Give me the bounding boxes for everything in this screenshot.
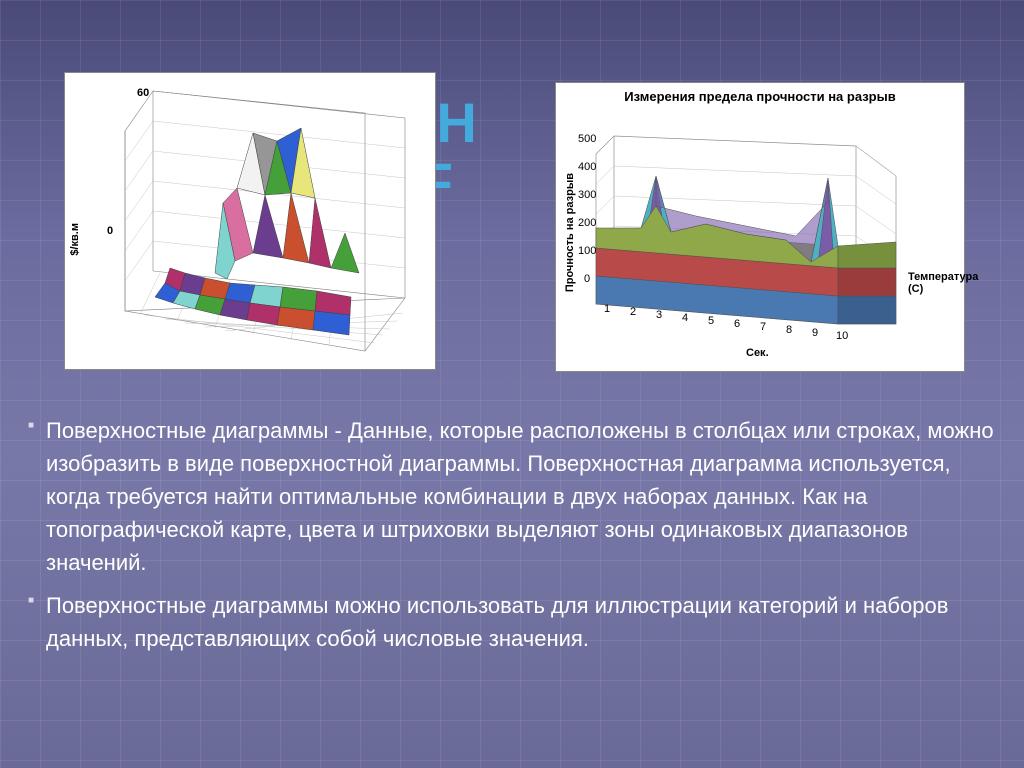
right-ytick-400: 400 <box>578 161 596 173</box>
surface-chart-left: $/кв.м 60 0 <box>64 72 436 370</box>
body-text: Поверхностные диаграммы - Данные, которы… <box>28 414 996 665</box>
right-xcat-7: 7 <box>760 321 766 333</box>
right-ytick-0: 0 <box>584 273 590 285</box>
right-xcat-2: 2 <box>630 306 636 318</box>
right-xcat-1: 1 <box>604 303 610 315</box>
right-ytick-500: 500 <box>578 133 596 145</box>
right-ytick-300: 300 <box>578 189 596 201</box>
right-chart-y-label: Прочность на разрыв <box>564 173 576 292</box>
right-ytick-200: 200 <box>578 217 596 229</box>
left-chart-svg <box>65 73 437 371</box>
paragraph-1: Поверхностные диаграммы - Данные, которы… <box>28 414 996 579</box>
paragraph-2: Поверхностные диаграммы можно использова… <box>28 589 996 655</box>
left-chart-ytick-0: 0 <box>107 225 113 237</box>
right-xcat-8: 8 <box>786 324 792 336</box>
right-chart-z-label: Температура (С) <box>908 271 978 295</box>
right-xcat-10: 10 <box>836 330 848 342</box>
right-chart-title: Измерения предела прочности на разрыв <box>556 83 964 106</box>
right-ytick-100: 100 <box>578 245 596 257</box>
right-xcat-9: 9 <box>812 327 818 339</box>
right-xcat-3: 3 <box>656 309 662 321</box>
surface-chart-right: Измерения предела прочности на разрыв Пр… <box>555 82 965 372</box>
right-xcat-6: 6 <box>734 318 740 330</box>
right-xcat-4: 4 <box>682 312 688 324</box>
left-chart-ytick-60: 60 <box>137 87 149 99</box>
left-chart-y-label: $/кв.м <box>69 223 81 256</box>
right-xcat-5: 5 <box>708 315 714 327</box>
right-chart-x-label: Сек. <box>746 347 769 359</box>
